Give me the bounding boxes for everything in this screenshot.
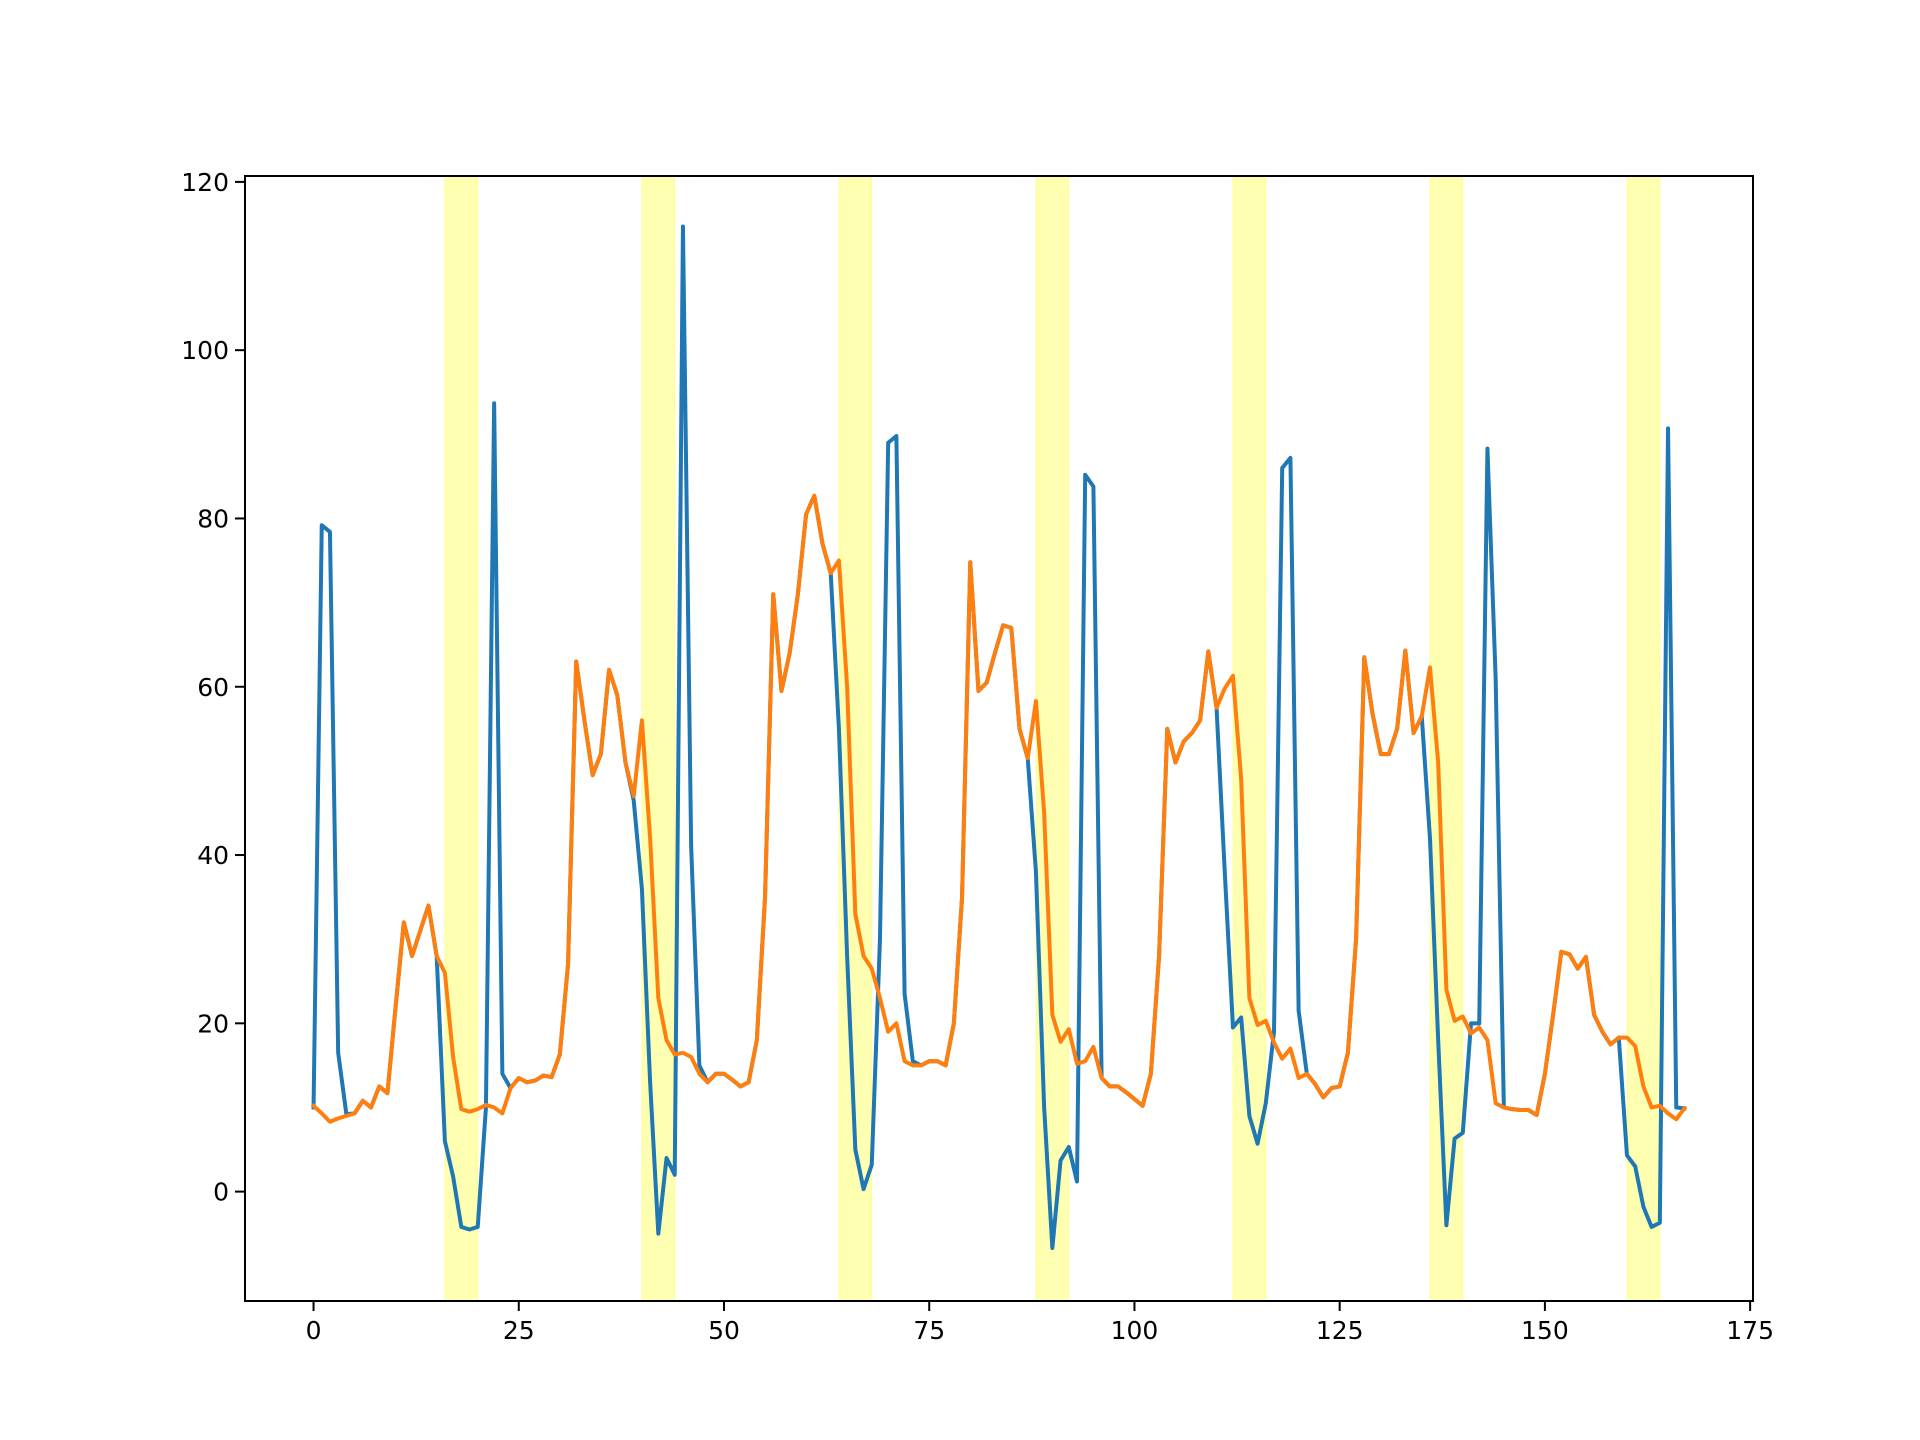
x-tick-label: 0 (306, 1316, 322, 1345)
highlight-span (641, 175, 676, 1302)
x-tick-label: 75 (913, 1316, 945, 1345)
highlight-span (1035, 175, 1070, 1302)
data-line (310, 493, 1688, 1124)
y-tick-label: 100 (181, 336, 229, 365)
y-tick-label: 120 (181, 168, 229, 197)
x-tick-label: 50 (708, 1316, 740, 1345)
x-tick-label: 25 (503, 1316, 535, 1345)
y-tick-label: 60 (197, 673, 229, 702)
y-tick-label: 40 (197, 841, 229, 870)
x-tick-label: 125 (1316, 1316, 1364, 1345)
x-tick-label: 175 (1726, 1316, 1774, 1345)
highlight-span (444, 175, 479, 1302)
highlight-span (1626, 175, 1661, 1302)
y-tick-label: 80 (197, 504, 229, 533)
y-tick-label: 20 (197, 1009, 229, 1038)
x-tick-label: 150 (1521, 1316, 1569, 1345)
x-tick-label: 100 (1111, 1316, 1159, 1345)
plot-area: 0 25 50 75 100 125 150 175 0 20 40 60 80 100 120 (181, 168, 1774, 1345)
y-tick-label: 0 (213, 1178, 229, 1207)
axes-frame (244, 175, 1754, 1302)
